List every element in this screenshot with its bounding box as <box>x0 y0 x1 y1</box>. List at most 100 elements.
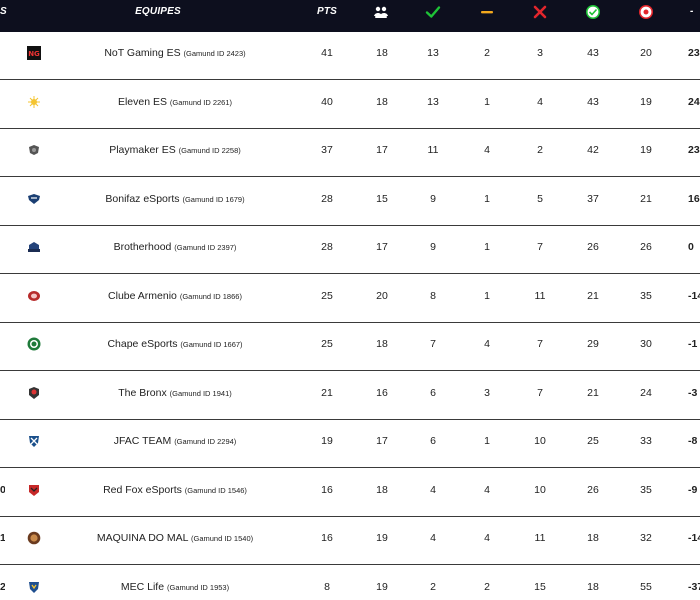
goals-for: 29 <box>587 338 599 350</box>
bonifaz-logo-icon <box>28 193 40 204</box>
table-row: 2 MEC Life (Gamund ID 1953) 8 19 2 2 15 18 55 -37 <box>0 565 700 600</box>
gamund-id: (Gamund ID 1953) <box>166 582 230 592</box>
maquina-logo-icon <box>27 531 41 545</box>
losses: 4 <box>537 95 543 108</box>
eleven-logo-icon <box>28 95 40 108</box>
team-name[interactable]: JFAC TEAM (Gamund ID 2294) <box>60 420 290 468</box>
gamund-id: (Gamund ID 2397) <box>174 243 237 252</box>
gamund-id: (Gamund ID 2423) <box>183 49 246 58</box>
losses: 7 <box>537 386 543 399</box>
table-row: NG NoT Gaming ES (Gamund ID 2423) 41 18 13 2 3… <box>0 32 700 80</box>
losses: 11 <box>534 532 546 544</box>
played: 19 <box>376 532 388 544</box>
table-row: Eleven ES (Gamund ID 2261) 40 18 13 1 4 43 19 24 <box>0 80 700 129</box>
goals-for: 43 <box>587 95 599 108</box>
team-label: Clube Armenio <box>108 289 177 302</box>
points: 37 <box>321 144 333 156</box>
table-header: S EQUIPES PTS - <box>0 0 700 32</box>
losses: 11 <box>534 289 546 302</box>
goal-difference: 23 <box>688 144 700 156</box>
goal-difference: -3 <box>688 386 698 399</box>
clube-armenio-logo-icon <box>28 290 40 301</box>
row-position <box>0 32 5 80</box>
wins: 6 <box>430 435 436 447</box>
table-row: Chape eSports (Gamund ID 1667) 25 18 7 4 7 29 3… <box>0 323 700 371</box>
table-row: The Bronx (Gamund ID 1941) 21 16 6 3 7 21 24 -3 <box>0 371 700 420</box>
wins: 2 <box>430 580 436 593</box>
wins: 9 <box>430 241 436 253</box>
row-position <box>0 81 5 129</box>
goals-against: 33 <box>640 435 652 447</box>
team-name[interactable]: The Bronx (Gamund ID 1941) <box>60 372 290 420</box>
draws: 3 <box>484 386 490 399</box>
team-name[interactable]: Bonifaz eSports (Gamund ID 1679) <box>60 178 290 226</box>
team-name[interactable]: Playmaker ES (Gamund ID 2258) <box>60 129 290 177</box>
table-row: Brotherhood (Gamund ID 2397) 28 17 9 1 7 26 26 0 <box>0 226 700 274</box>
row-position: 2 <box>0 580 5 593</box>
gamund-id: (Gamund ID 2294) <box>174 437 237 446</box>
row-position <box>0 178 5 226</box>
goals-for: 25 <box>587 435 599 447</box>
team-label: Eleven ES <box>117 95 167 108</box>
played: 18 <box>376 47 388 59</box>
points: 40 <box>321 95 333 108</box>
points: 28 <box>321 192 333 205</box>
goal-difference: -8 <box>688 435 698 447</box>
goals-for: 21 <box>587 289 599 302</box>
goals-against: 21 <box>640 192 652 205</box>
table-row: 1 MAQUINA DO MAL (Gamund ID 1540) 16 19 4 4 11… <box>0 517 700 565</box>
team-name[interactable]: NoT Gaming ES (Gamund ID 2423) <box>60 32 290 80</box>
wins: 6 <box>430 386 436 399</box>
jfac-logo-icon <box>29 436 39 447</box>
team-name[interactable]: MAQUINA DO MAL (Gamund ID 1540) <box>60 517 290 565</box>
goal-difference: 24 <box>688 95 700 108</box>
points: 25 <box>321 338 333 350</box>
team-label: Red Fox eSports <box>103 483 182 496</box>
points: 41 <box>321 47 333 59</box>
team-name[interactable]: Chape eSports (Gamund ID 1667) <box>60 323 290 371</box>
goal-difference: -14 <box>688 289 700 302</box>
row-position: 1 <box>0 532 5 544</box>
played: 15 <box>376 192 388 205</box>
losses: 2 <box>537 144 543 156</box>
played: 18 <box>376 95 388 108</box>
goals-against: 19 <box>640 144 652 156</box>
goals-for: 43 <box>587 47 599 59</box>
gamund-id: (Gamund ID 1941) <box>169 388 232 398</box>
goal-difference: -14 <box>688 532 700 544</box>
goals-against: 35 <box>640 483 652 496</box>
played: 16 <box>376 386 388 399</box>
header-goal-diff: - <box>690 6 694 17</box>
draws: 1 <box>484 241 490 253</box>
team-label: Bonifaz eSports <box>105 192 180 205</box>
team-icon <box>374 6 388 18</box>
team-name[interactable]: Clube Armenio (Gamund ID 1866) <box>60 275 290 323</box>
draws: 4 <box>484 144 490 156</box>
wins: 11 <box>427 144 439 156</box>
team-name[interactable]: Brotherhood (Gamund ID 2397) <box>60 226 290 274</box>
gamund-id: (Gamund ID 1866) <box>179 291 242 301</box>
goal-difference: -9 <box>688 483 698 496</box>
team-name[interactable]: MEC Life (Gamund ID 1953) <box>60 566 290 600</box>
goals-against: 24 <box>640 386 652 399</box>
goals-against: 35 <box>640 289 652 302</box>
goals-for: 26 <box>587 241 599 253</box>
goals-for: 18 <box>587 580 599 593</box>
points: 21 <box>321 386 333 399</box>
team-label: Chape eSports <box>107 338 178 350</box>
losses: 10 <box>534 435 546 447</box>
team-name[interactable]: Eleven ES (Gamund ID 2261) <box>60 81 290 129</box>
team-name[interactable]: Red Fox eSports (Gamund ID 1546) <box>60 469 290 517</box>
goals-for: 37 <box>587 192 599 205</box>
played: 17 <box>376 241 388 253</box>
losses: 7 <box>537 338 543 350</box>
header-points: PTS <box>316 6 338 17</box>
goals-for: 21 <box>587 386 599 399</box>
team-label: The Bronx <box>118 386 167 399</box>
wins: 8 <box>430 289 436 302</box>
goals-against: 20 <box>640 47 652 59</box>
team-label: Playmaker ES <box>109 144 176 156</box>
mec-life-logo-icon <box>29 581 39 593</box>
losses: 10 <box>534 483 546 496</box>
